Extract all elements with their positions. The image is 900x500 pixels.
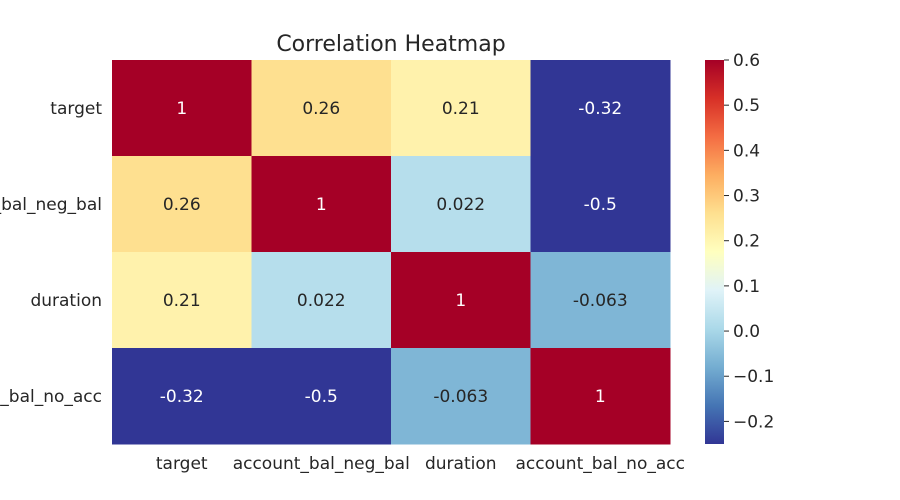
x-tick-label: account_bal_neg_bal — [233, 454, 410, 474]
x-tick-label: duration — [425, 454, 497, 474]
y-tick-label: duration — [30, 291, 102, 311]
chart-title: Correlation Heatmap — [276, 32, 505, 57]
cell-annotation: 1 — [455, 291, 466, 311]
colorbar-tick-label: −0.1 — [733, 367, 774, 387]
heatmap-cell — [530, 60, 671, 157]
colorbar-ticks: 0.6 0.5 0.4 0.3 0.2 0.1 0.0 −0.1 −0.2 — [724, 51, 774, 432]
cell-annotation: 1 — [595, 387, 606, 407]
heatmap-cell — [251, 156, 392, 253]
colorbar-tick-label: 0.5 — [733, 96, 760, 116]
colorbar: 0.6 0.5 0.4 0.3 0.2 0.1 0.0 −0.1 −0.2 — [705, 51, 774, 444]
cell-annotation: 0.022 — [297, 291, 346, 311]
heatmap-cell — [391, 348, 531, 445]
cell-annotation: -0.063 — [573, 291, 628, 311]
cell-annotation: -0.5 — [584, 195, 617, 215]
cell-annotation: 0.022 — [436, 195, 485, 215]
colorbar-tick-label: 0.1 — [733, 277, 760, 297]
y-tick-label: account_bal_neg_bal — [0, 195, 102, 215]
cell-annotation: -0.5 — [305, 387, 338, 407]
heatmap-cell — [530, 348, 671, 445]
colorbar-tick-label: −0.2 — [733, 412, 774, 432]
x-tick-label: account_bal_no_acc — [516, 454, 685, 474]
cell-annotation: 0.21 — [163, 291, 201, 311]
cell-annotation: 1 — [316, 195, 327, 215]
y-axis-tick-labels: target account_bal_neg_bal duration account… — [0, 99, 102, 407]
colorbar-gradient — [705, 60, 724, 444]
colorbar-tick-label: 0.6 — [733, 51, 760, 71]
heatmap-cell — [112, 348, 252, 445]
cell-annotation: 1 — [176, 99, 187, 119]
heatmap-cells: 1 0.26 0.21 -0.32 0.26 1 0.022 -0.5 0.21 0.022 1 -0… — [112, 60, 671, 445]
heatmap-cell — [530, 252, 671, 349]
cell-annotation: -0.063 — [433, 387, 488, 407]
cell-annotation: 0.26 — [163, 195, 201, 215]
cell-annotation: 0.26 — [302, 99, 340, 119]
heatmap-cell — [391, 252, 531, 349]
heatmap-cell — [251, 252, 392, 349]
heatmap-cell — [251, 60, 392, 157]
colorbar-tick-label: 0.0 — [733, 322, 760, 342]
colorbar-tick-label: 0.2 — [733, 232, 760, 252]
heatmap-cell — [530, 156, 671, 253]
colorbar-tick-label: 0.3 — [733, 187, 760, 207]
heatmap-cell — [112, 60, 252, 157]
y-tick-label: account_bal_no_acc — [0, 387, 102, 407]
heatmap-cell — [112, 252, 252, 349]
x-axis-tick-labels: target account_bal_neg_bal duration account… — [156, 454, 685, 474]
cell-annotation: -0.32 — [160, 387, 204, 407]
y-tick-label: target — [50, 99, 102, 119]
heatmap-cell — [391, 60, 531, 157]
heatmap-cell — [391, 156, 531, 253]
heatmap-cell — [251, 348, 392, 445]
colorbar-tick-label: 0.4 — [733, 141, 760, 161]
heatmap-cell — [112, 156, 252, 253]
cell-annotation: 0.21 — [442, 99, 480, 119]
cell-annotation: -0.32 — [578, 99, 622, 119]
x-tick-label: target — [156, 454, 208, 474]
